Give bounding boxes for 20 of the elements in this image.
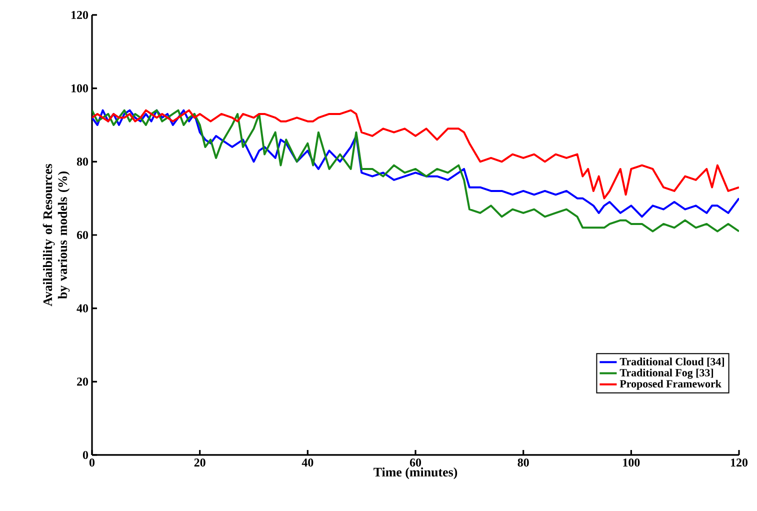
x-tick-label: 100 (623, 458, 640, 467)
legend-label: Proposed Framework (620, 380, 722, 390)
y-tick-label: 20 (77, 378, 88, 386)
x-tick-label: 80 (518, 458, 529, 467)
y-tick-label: 0 (82, 450, 88, 460)
x-axis-title: Time (minutes) (374, 467, 458, 480)
line-series (92, 109, 740, 200)
y-tick-label: 60 (76, 230, 88, 240)
legend-label: Traditional Fog [33] (620, 368, 714, 379)
y-tick-label: 100 (72, 84, 88, 92)
legend-label: Traditional Cloud [34] (620, 358, 724, 367)
x-tick-label: 120 (730, 458, 748, 467)
y-tick-label: 40 (76, 304, 88, 312)
y-tick-label: 120 (72, 10, 88, 20)
y-tick-label: 80 (76, 158, 88, 166)
x-tick-label: 20 (194, 458, 206, 467)
x-tick-label: 40 (302, 458, 314, 467)
x-tick-label: 0 (89, 458, 95, 467)
y-axis-title: Availaibility of Resources by various models (%) (42, 164, 70, 306)
x-tick-label: 60 (410, 458, 422, 467)
